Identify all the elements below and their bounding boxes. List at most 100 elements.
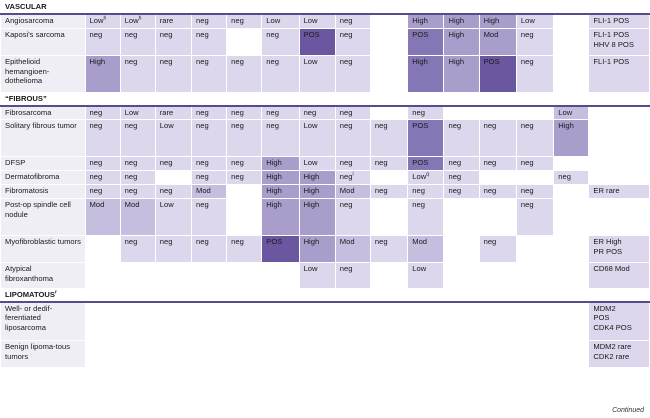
stain-value: neg — [412, 186, 425, 196]
stain-cell: High — [443, 55, 480, 94]
stain-value: Mod — [483, 30, 499, 40]
stain-value: neg — [196, 200, 209, 210]
stain-cell — [553, 156, 590, 172]
stain-cell — [369, 340, 409, 369]
stain-cell: neg — [226, 235, 263, 264]
stain-cell: Low — [154, 119, 193, 158]
section-title: VASCULAR — [5, 2, 47, 11]
stain-cell — [478, 340, 517, 369]
stain-cell — [515, 262, 555, 290]
stain-cell — [553, 198, 590, 237]
stain-cell: neg — [515, 184, 555, 200]
stain-cell: Mod — [190, 184, 228, 200]
stain-cell — [588, 170, 650, 186]
tumor-name: Epithelioid hemangioen-dothelioma — [0, 55, 86, 94]
stain-cell: ER High PR POS — [588, 235, 650, 264]
table-row: Epithelioid hemangioen-dothelioma High neg… — [0, 55, 650, 94]
stain-cell: Lowh — [84, 13, 121, 30]
stain-cell: High — [261, 156, 300, 172]
stain-cell: neg — [407, 105, 445, 121]
tumor-name: Dermatofibroma — [0, 170, 86, 186]
stain-cell — [261, 340, 300, 369]
stain-value: neg — [339, 107, 353, 117]
table-row: Kaposi's sarcoma neg neg neg neg neg POS neg POS… — [0, 28, 650, 57]
tumor-name: Solitary fibrous tumor — [0, 119, 86, 158]
stain-cell — [154, 301, 193, 342]
stain-cell: Low — [407, 262, 445, 290]
stain-value: PR POS — [593, 246, 623, 256]
footnote-marker: h — [138, 15, 142, 22]
stain-cell: neg — [226, 156, 263, 172]
continued-note: Continued — [612, 407, 644, 414]
stain-value: rare — [159, 15, 174, 25]
stain-value: neg — [196, 172, 209, 182]
stain-value: neg — [89, 121, 103, 131]
stain-value: neg — [196, 57, 209, 67]
stain-cell: Low — [553, 105, 590, 121]
stain-cell: POS — [478, 55, 517, 94]
stain-value: neg — [231, 121, 244, 131]
stain-cell: neg — [369, 119, 409, 158]
stain-cell: neg — [119, 184, 156, 200]
stain-cell: neg — [226, 119, 263, 158]
stain-cell: Lowq — [407, 170, 445, 186]
stain-cell — [478, 198, 517, 237]
table-row: Atypical fibroxanthoma Low neg Low CD68 Mod — [0, 262, 650, 290]
stain-value: neg — [339, 200, 353, 210]
stain-value: neg — [520, 30, 534, 40]
stain-value: POS — [412, 121, 429, 131]
tumor-name: Fibrosarcoma — [0, 105, 86, 121]
tumor-name: Benign lipoma-tous tumors — [0, 340, 86, 369]
stain-cell: neg — [515, 28, 555, 57]
stain-value: neg — [448, 172, 462, 182]
stain-cell: Mod — [334, 184, 371, 200]
stain-value: neg — [89, 172, 103, 182]
stain-value: High — [266, 172, 282, 182]
stain-cell — [84, 262, 121, 290]
stain-value: Low — [124, 107, 139, 117]
stain-cell — [443, 340, 480, 369]
stain-cell: neg — [261, 119, 300, 158]
stain-cell — [369, 301, 409, 342]
stain-cell: neg — [190, 235, 228, 264]
stain-value: neg — [231, 237, 244, 247]
stain-cell — [334, 301, 371, 342]
stain-value: neg — [339, 121, 353, 131]
stain-value: neg — [196, 107, 209, 117]
stain-cell: Mod — [84, 198, 121, 237]
stain-cell: Low — [298, 13, 336, 30]
stain-cell: neg — [443, 184, 480, 200]
stain-value: rare — [159, 107, 174, 117]
stain-cell — [588, 119, 650, 158]
stain-cell — [84, 235, 121, 264]
stain-value: neg — [159, 186, 173, 196]
stain-value: Low — [266, 15, 281, 25]
stain-value: neg — [374, 237, 388, 247]
stain-value: POS — [593, 313, 610, 323]
stain-value: neg — [231, 15, 244, 25]
stain-cell — [190, 262, 228, 290]
stain-cell: neg — [154, 184, 193, 200]
stain-cell: POS — [261, 235, 300, 264]
stain-cell: neg — [478, 119, 517, 158]
stain-value: neg — [89, 107, 103, 117]
table-row: Fibrosarcoma neg Low rare neg neg neg neg neg neg… — [0, 105, 650, 121]
table-row: DFSP neg neg neg neg neg High Low neg neg POS neg ne… — [0, 156, 650, 172]
stain-value: neg — [196, 237, 209, 247]
stain-cell — [553, 301, 590, 342]
stain-value: CDK2 rare — [593, 351, 630, 361]
stain-value: neg — [196, 121, 209, 131]
footnote-marker: q — [426, 171, 429, 178]
tumor-name: Fibromatosis — [0, 184, 86, 200]
stain-cell — [407, 301, 445, 342]
tumor-name: Well- or dedif-ferentiated liposarcoma — [0, 301, 86, 342]
stain-value: neg — [124, 57, 138, 67]
section-header: LIPOMATOUSr — [0, 288, 650, 303]
stain-cell: neg — [119, 55, 156, 94]
stain-cell: neg — [369, 184, 409, 200]
stain-cell: neg — [478, 184, 517, 200]
stain-value: neg — [520, 57, 534, 67]
stain-value: neg — [266, 107, 279, 117]
stain-cell — [515, 301, 555, 342]
stain-value: Mod — [339, 237, 355, 247]
